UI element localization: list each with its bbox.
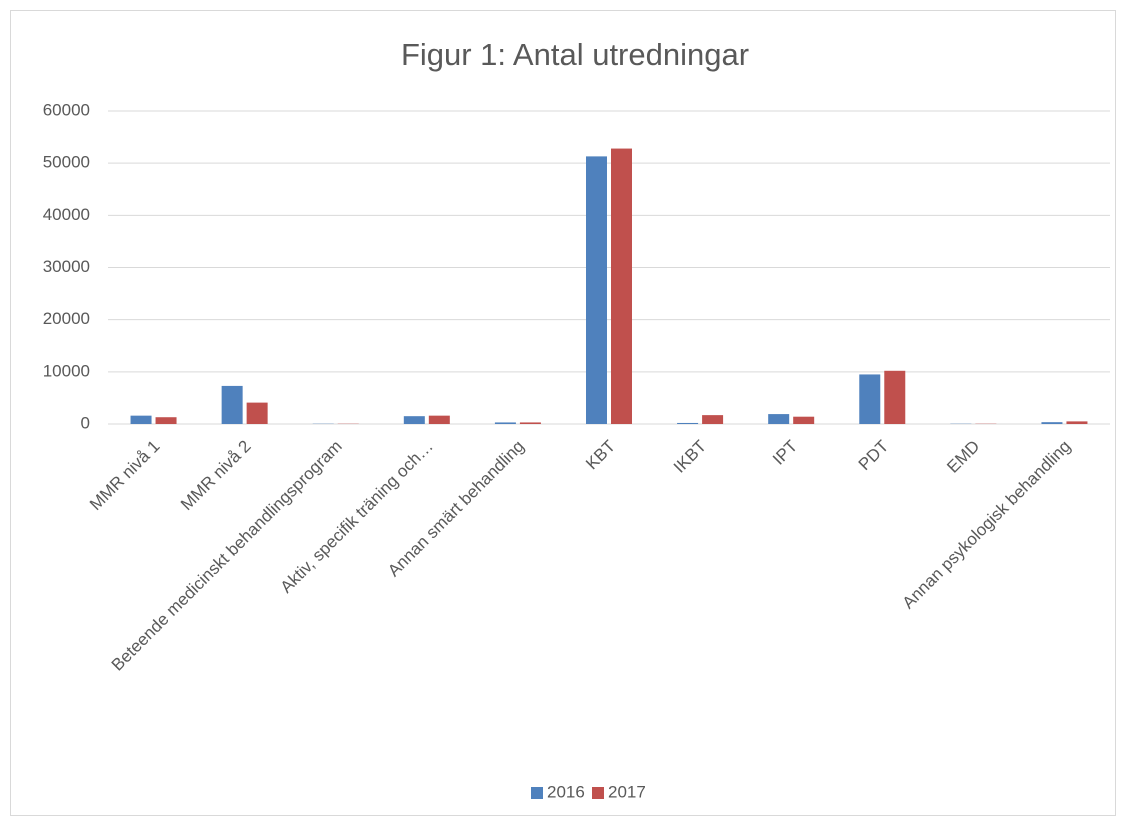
y-tick-label: 20000 xyxy=(43,309,90,328)
bar xyxy=(768,414,790,424)
bar xyxy=(859,374,881,424)
y-tick-label: 30000 xyxy=(43,257,90,276)
bar xyxy=(793,416,815,424)
bar xyxy=(884,370,906,424)
chart-frame xyxy=(10,10,1116,816)
bar xyxy=(1066,421,1088,424)
bar xyxy=(519,422,541,424)
y-tick-label: 50000 xyxy=(43,153,90,172)
bar xyxy=(1041,422,1063,424)
legend-swatch xyxy=(592,787,604,799)
legend-swatch xyxy=(531,787,543,799)
bar xyxy=(611,148,632,424)
bar xyxy=(221,385,243,424)
bar xyxy=(586,156,607,424)
bar xyxy=(155,417,177,424)
bar xyxy=(246,402,268,424)
y-tick-label: 0 xyxy=(81,413,90,432)
bar xyxy=(428,415,450,424)
bar xyxy=(677,422,699,424)
bar xyxy=(702,415,724,424)
legend-label: 2016 xyxy=(547,782,585,801)
chart-title: Figur 1: Antal utredningar xyxy=(401,37,749,72)
bar xyxy=(403,416,425,424)
y-tick-label: 10000 xyxy=(43,361,90,380)
legend-label: 2017 xyxy=(608,782,646,801)
bar xyxy=(494,422,516,424)
y-tick-label: 60000 xyxy=(43,100,90,119)
bar xyxy=(130,415,152,424)
y-tick-label: 40000 xyxy=(43,205,90,224)
